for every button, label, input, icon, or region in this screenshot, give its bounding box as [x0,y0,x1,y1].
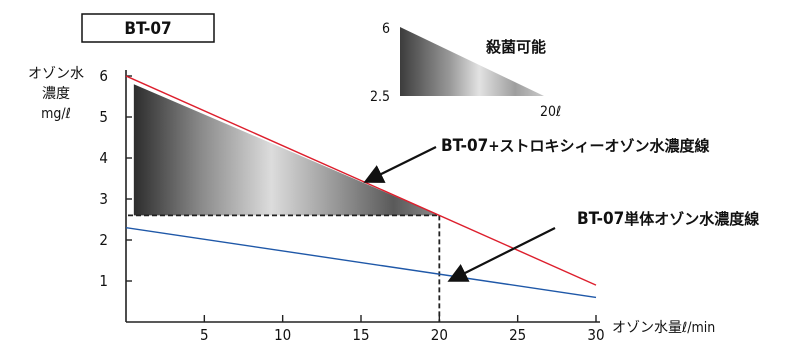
annotation-combined-suffix: +ストロキシィーオゾン水濃度線 [488,137,709,155]
inset-bottom-value: 2.5 [370,89,390,105]
x-tick-label: 5 [200,326,209,344]
series-line-combined [125,75,597,286]
sterilization-region [133,84,440,216]
y-tick-label: 1 [99,272,108,290]
annotation-single-label: BT-07単体オゾン水濃度線 [577,209,759,229]
chart-title: BT-07 [124,19,171,39]
y-tick-label: 2 [99,231,108,249]
x-tick-label: 30 [587,326,604,344]
y-tick-label: 6 [99,67,108,85]
x-tick-label: 10 [274,326,291,344]
annotation-combined-label: BT-07+ストロキシィーオゾン水濃度線 [441,136,710,156]
annotation-combined: BT-07+ストロキシィーオゾン水濃度線 [363,136,710,183]
arrow-combined [363,146,437,183]
annotation-combined-prefix: BT-07 [441,136,488,156]
tick-labels: 5 10 15 20 25 30 1 2 3 4 5 6 [99,67,604,344]
inset-triangle [400,27,544,96]
y-tick-label: 4 [99,149,108,167]
axes [125,70,600,323]
sterilization-gradient [133,84,440,216]
y-axis-label-line-2: 濃度 [42,86,70,102]
y-axis-label: オゾン水 濃度 mg/ℓ [28,66,84,122]
title-box: BT-07 [81,13,215,43]
x-tick-label: 20 [431,326,448,344]
arrow-single [447,227,556,282]
guide-lines [128,214,441,322]
annotation-single-suffix: 単体オゾン水濃度線 [624,210,759,228]
inset-caption: 殺菌可能 [485,38,546,56]
inset-legend: 6 2.5 20ℓ 殺菌可能 [370,21,561,120]
y-axis-label-line-3: mg/ℓ [41,106,71,122]
annotation-single: BT-07単体オゾン水濃度線 [447,209,759,282]
series-line-single [125,227,597,299]
inset-top-value: 6 [382,21,390,37]
series-lines [125,75,597,299]
inset-right-value: 20ℓ [540,104,561,120]
y-tick-label: 3 [99,190,108,208]
annotation-single-prefix: BT-07 [577,209,624,229]
y-axis-label-line-1: オゾン水 [28,66,84,82]
x-axis-label: オゾン水量ℓ/min [612,320,715,336]
x-tick-label: 25 [509,326,526,344]
y-tick-label: 5 [99,108,108,126]
x-tick-label: 15 [352,326,369,344]
